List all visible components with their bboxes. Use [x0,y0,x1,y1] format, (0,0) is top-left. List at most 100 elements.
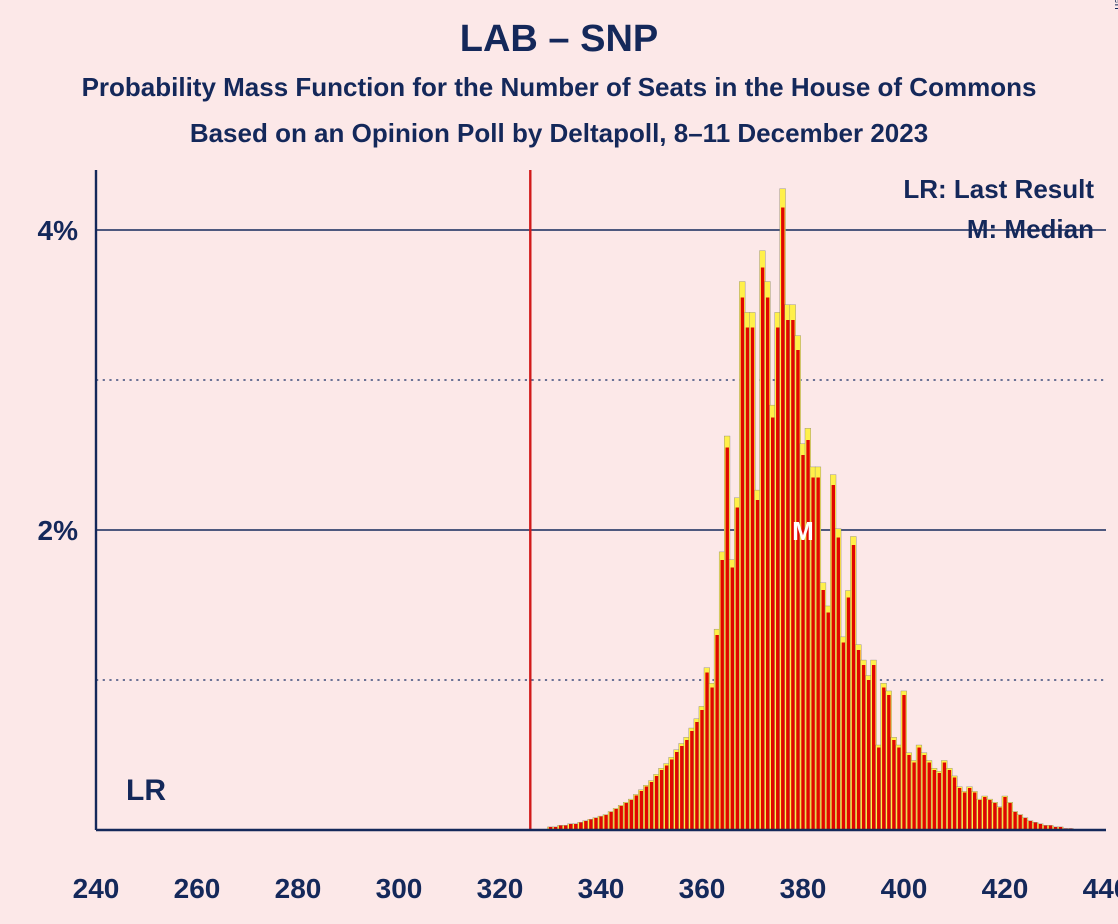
lr-label: LR [126,774,166,807]
pmf-bar-red [776,328,779,831]
pmf-bar-red [877,748,880,831]
pmf-bar-red [690,731,693,830]
pmf-bar-red [917,748,920,831]
pmf-bar-red [635,796,638,831]
x-axis-label: 260 [174,873,221,904]
pmf-bar-red [675,752,678,830]
pmf-bar-red [897,748,900,831]
pmf-bar-red [1008,803,1011,830]
pmf-bar-red [756,500,759,830]
pmf-bar-red [680,746,683,830]
pmf-bar-red [1013,812,1016,830]
pmf-bar-red [604,815,607,830]
pmf-bar-red [781,208,784,831]
pmf-bar-red [614,809,617,830]
pmf-bar-red [887,695,890,830]
pmf-bar-red [685,740,688,830]
pmf-bar-red [589,820,592,831]
pmf-bar-red [862,665,865,830]
pmf-bar-red [993,803,996,830]
pmf-bar-red [953,778,956,831]
pmf-bar-red [670,760,673,831]
pmf-bar-red [645,787,648,831]
pmf-bar-red [791,320,794,830]
pmf-bar-red [741,298,744,831]
pmf-bar-red [963,793,966,831]
pmf-bar-red [655,776,658,830]
pmf-bar-red [892,740,895,830]
pmf-bar-red [1018,815,1021,830]
x-axis-label: 300 [376,873,423,904]
pmf-bar-red [650,782,653,830]
pmf-bar-red [640,791,643,830]
pmf-bar-red [822,590,825,830]
pmf-bar-red [766,298,769,831]
pmf-bar-red [1029,821,1032,830]
pmf-bar-red [958,788,961,830]
pmf-bar-red [912,763,915,831]
pmf-bar-red [801,455,804,830]
x-axis-label: 400 [881,873,928,904]
pmf-bar-red [837,538,840,831]
pmf-bar-red [630,800,633,830]
pmf-bar-red [786,320,789,830]
pmf-bar-red [978,800,981,830]
x-axis-label: 340 [578,873,625,904]
pmf-bar-red [928,763,931,831]
pmf-bar-red [695,722,698,830]
pmf-bar-red [625,803,628,830]
pmf-bar-red [751,328,754,831]
pmf-bar-red [736,508,739,831]
x-axis-label: 360 [679,873,726,904]
pmf-bar-red [746,328,749,831]
pmf-bar-red [584,821,587,830]
x-axis-label: 280 [275,873,322,904]
x-axis-label: 420 [982,873,1029,904]
x-axis-label: 240 [73,873,120,904]
pmf-bar-red [872,665,875,830]
pmf-bar-red [761,268,764,831]
pmf-bar-red [907,755,910,830]
pmf-bar-red [665,766,668,831]
pmf-bar-red [705,673,708,831]
pmf-bar-red [948,770,951,830]
pmf-bar-red [715,635,718,830]
pmf-bar-red [968,788,971,830]
pmf-bar-red [923,755,926,830]
pmf-bar-red [882,688,885,831]
pmf-bar-red [988,800,991,830]
pmf-bar-red [847,598,850,831]
pmf-bar-red [943,763,946,831]
pmf-bar-red [832,485,835,830]
pmf-chart: 2% 4% 240 260 280 300 320 340 360 380 400 420 440 LR:… [0,0,1118,924]
pmf-bar-red [806,440,809,830]
x-axis-label: 380 [780,873,827,904]
pmf-bar-red [796,350,799,830]
pmf-bar-red [933,770,936,830]
pmf-bar-red [771,418,774,831]
pmf-bar-red [700,710,703,830]
pmf-bar-red [594,818,597,830]
legend-lr-text: LR: Last Result [903,174,1094,204]
pmf-bar-red [857,650,860,830]
pmf-bar-red [852,545,855,830]
median-marker: M [792,516,814,546]
legend-m-text: M: Median [967,214,1094,244]
y-axis-label: 4% [38,215,79,246]
pmf-bar-red [938,773,941,830]
pmf-bar-red [609,812,612,830]
y-axis-label: 2% [38,515,79,546]
pmf-bar-red [1003,797,1006,830]
pmf-bar-red [726,448,729,831]
pmf-bar-red [721,560,724,830]
pmf-bar-red [1024,818,1027,830]
pmf-bar-red [620,806,623,830]
pmf-bar-red [842,643,845,831]
pmf-bar-red [867,680,870,830]
pmf-bar-red [710,688,713,831]
x-axis-label: 440 [1083,873,1118,904]
pmf-bar-red [816,478,819,831]
x-axis-label: 320 [477,873,524,904]
pmf-bar-red [998,808,1001,831]
pmf-bar-red [599,817,602,831]
